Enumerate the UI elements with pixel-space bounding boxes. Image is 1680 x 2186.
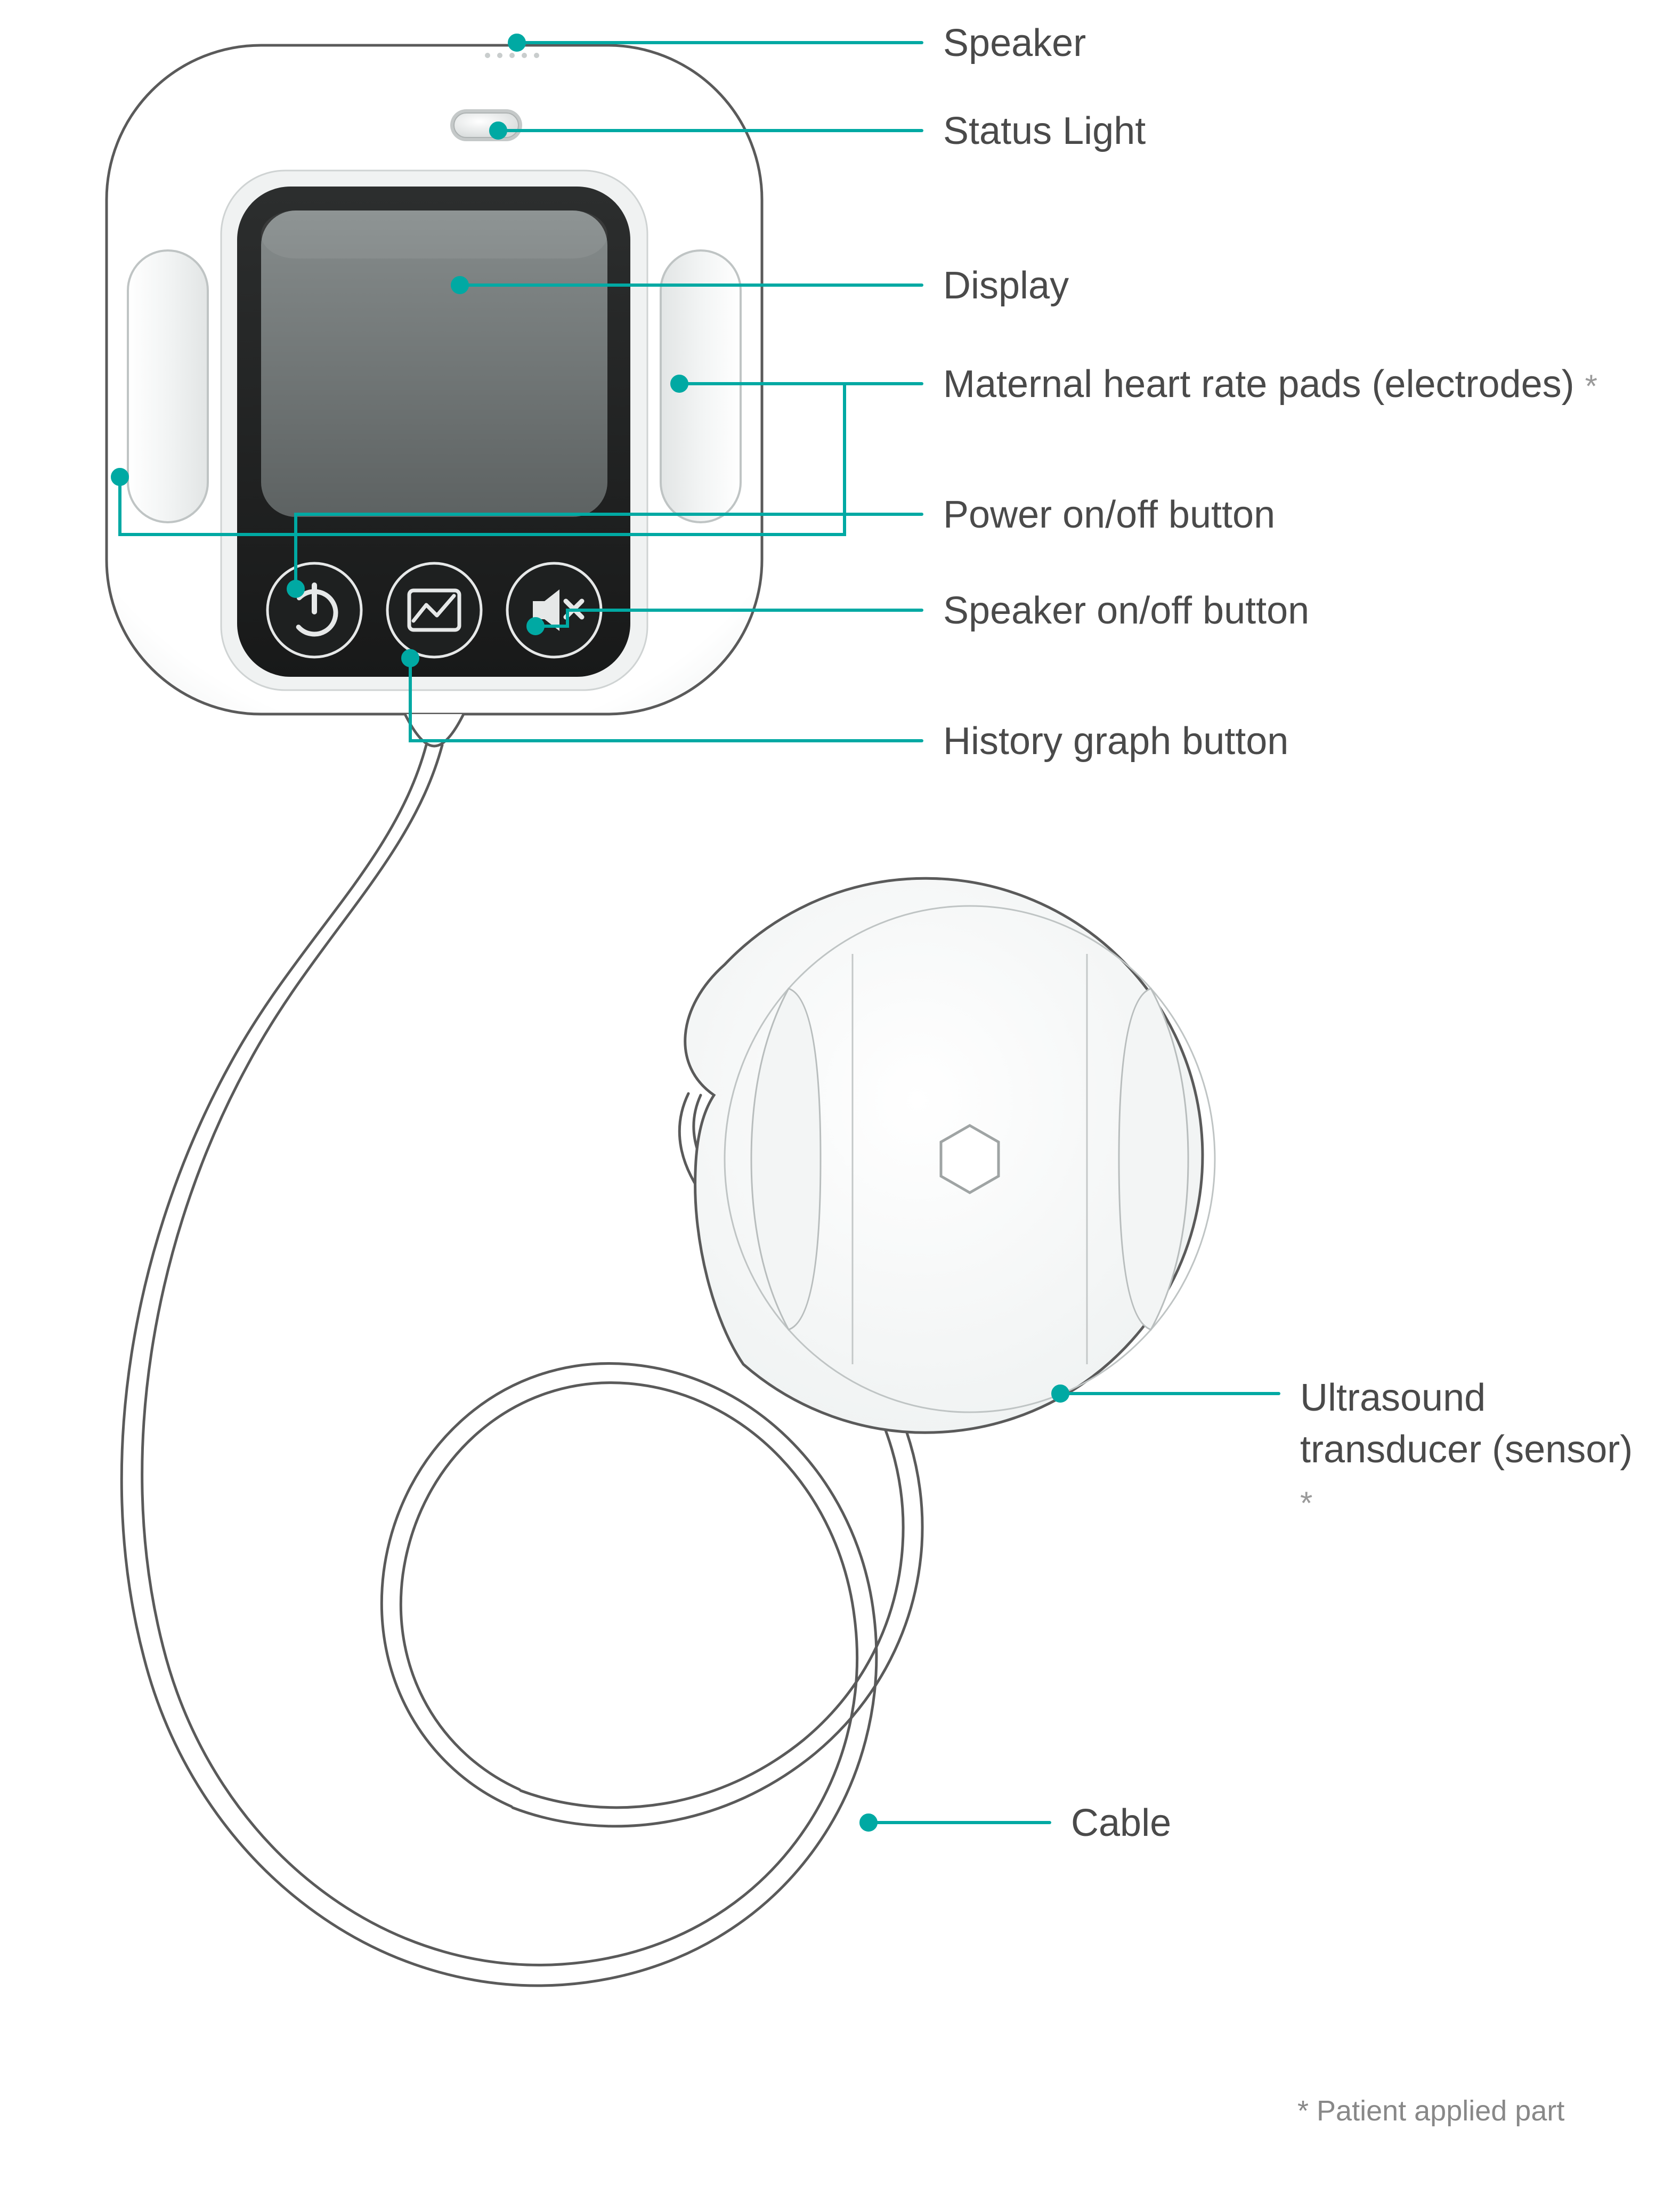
history-graph-button[interactable] xyxy=(387,563,481,657)
monitor-device xyxy=(107,45,762,746)
label-pads: Maternal heart rate pads (electrodes) * xyxy=(943,362,1597,406)
label-speaker: Speaker xyxy=(943,21,1086,65)
diagram-page: Speaker Status Light Display Maternal he… xyxy=(0,0,1680,2186)
label-history: History graph button xyxy=(943,719,1288,763)
label-cable: Cable xyxy=(1071,1801,1171,1845)
label-display: Display xyxy=(943,264,1069,307)
ultrasound-transducer xyxy=(685,878,1215,1432)
power-button[interactable] xyxy=(267,563,361,657)
footnote: * Patient applied part xyxy=(1297,2094,1564,2127)
label-transducer: Ultrasound transducer (sensor) * xyxy=(1300,1372,1641,1528)
status-light xyxy=(450,109,522,141)
label-mute: Speaker on/off button xyxy=(943,589,1309,633)
label-power: Power on/off button xyxy=(943,493,1275,537)
device-diagram-svg xyxy=(0,0,1680,2186)
left-electrode-pad xyxy=(128,250,208,522)
display-area xyxy=(261,210,607,517)
label-status-light: Status Light xyxy=(943,109,1146,153)
